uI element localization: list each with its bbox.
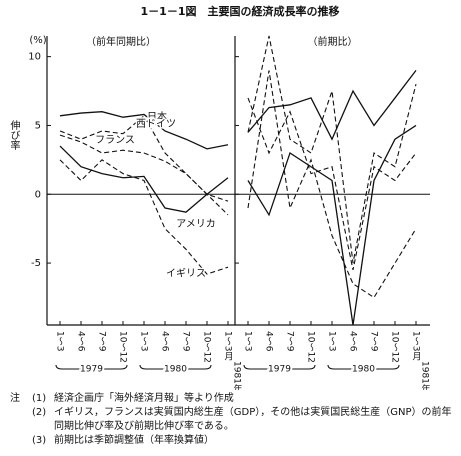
x-tick-label: 10～12: [118, 331, 128, 363]
year-label: 1980: [352, 365, 375, 375]
year-label: 1979: [268, 365, 291, 375]
series-line: [247, 70, 417, 299]
panel-subtitle: （前期比）: [308, 35, 358, 48]
note-text: 前期比は季節調整値（年率換算値）: [54, 435, 214, 446]
note-row: (2) イギリス，フランスは実質国内総生産（GDP），その他は実質国民総生産（GN…: [10, 406, 455, 434]
year-bracket: [55, 364, 128, 370]
note-number: (1): [32, 393, 47, 404]
x-tick-label: 10～12: [306, 331, 316, 363]
y-tick-label: 10: [28, 52, 41, 63]
note-head: [10, 434, 32, 448]
note-number: (2): [32, 407, 47, 418]
note-row: (3) 前期比は季節調整値（年率換算値）: [10, 434, 455, 448]
x-tick-label: 1～3: [55, 331, 65, 351]
x-tick-label: 7～9: [97, 331, 107, 352]
series-line: [247, 124, 417, 326]
year-bracket: [327, 364, 400, 370]
y-tick-label: 5: [35, 120, 41, 131]
note-text: 経済企画庁「海外経済月報」等より作成: [54, 393, 234, 404]
series-line: [247, 70, 417, 141]
y-tick-label: -5: [31, 258, 41, 269]
note-number: (3): [32, 435, 47, 446]
series-label: フランス: [95, 134, 135, 146]
x-tick-label: 7～9: [181, 331, 191, 352]
chart-title: 1－1－1図 主要国の経済成長率の推移: [141, 4, 340, 18]
series-line: [247, 97, 417, 271]
x-tick-label: 1～3月: [223, 331, 234, 361]
x-tick-label: 1～3: [327, 331, 337, 351]
x-tick-label: 4～6: [76, 331, 86, 352]
series-label: 西ドイツ: [136, 119, 176, 130]
note-head: [10, 406, 32, 434]
x-tick-label: 1～3: [139, 331, 149, 351]
year-label: 1979: [80, 365, 103, 375]
year-label: 1981年: [420, 361, 431, 390]
y-unit: (%): [29, 35, 46, 46]
y-tick-label: 0: [35, 189, 41, 200]
panel-subtitle: （前年同期比）: [86, 35, 156, 48]
series-line: [247, 35, 417, 264]
year-bracket: [139, 364, 212, 370]
x-tick-label: 10～12: [390, 331, 400, 363]
x-tick-label: 7～9: [369, 331, 379, 352]
x-tick-label: 4～6: [160, 331, 170, 352]
year-label: 1981年: [232, 361, 243, 390]
chart: 1－1－1図 主要国の経済成長率の推移 (%) 伸び率 （前年同期比） 10 5 0 -…: [8, 4, 431, 390]
x-tick-label: 4～6: [348, 331, 358, 352]
notes: 注 (1) 経済企画庁「海外経済月報」等より作成 (2) イギリス，フランスは実質国内総…: [10, 392, 455, 448]
year-label: 1980: [164, 365, 187, 375]
y-label: 伸び率: [8, 120, 20, 151]
series-line: [59, 111, 229, 150]
series-label: イギリス: [166, 267, 206, 279]
x-tick-label: 7～9: [285, 331, 295, 352]
x-tick-label: 10～12: [202, 331, 212, 363]
note-head: 注: [10, 393, 20, 404]
note-row: 注 (1) 経済企画庁「海外経済月報」等より作成: [10, 392, 455, 406]
note-text: イギリス，フランスは実質国内総生産（GDP），その他は実質国民総生産（GNP）の…: [54, 407, 452, 432]
series-line: [59, 134, 229, 202]
series-line: [59, 159, 229, 275]
x-tick-label: 1～3月: [411, 331, 422, 361]
series-label: アメリカ: [176, 218, 216, 230]
series-line: [59, 114, 229, 216]
series-label: 日本: [147, 110, 167, 123]
x-tick-label: 4～6: [264, 331, 274, 352]
year-bracket: [243, 364, 316, 370]
x-tick-label: 1～3: [243, 331, 253, 351]
series-line: [59, 145, 229, 213]
